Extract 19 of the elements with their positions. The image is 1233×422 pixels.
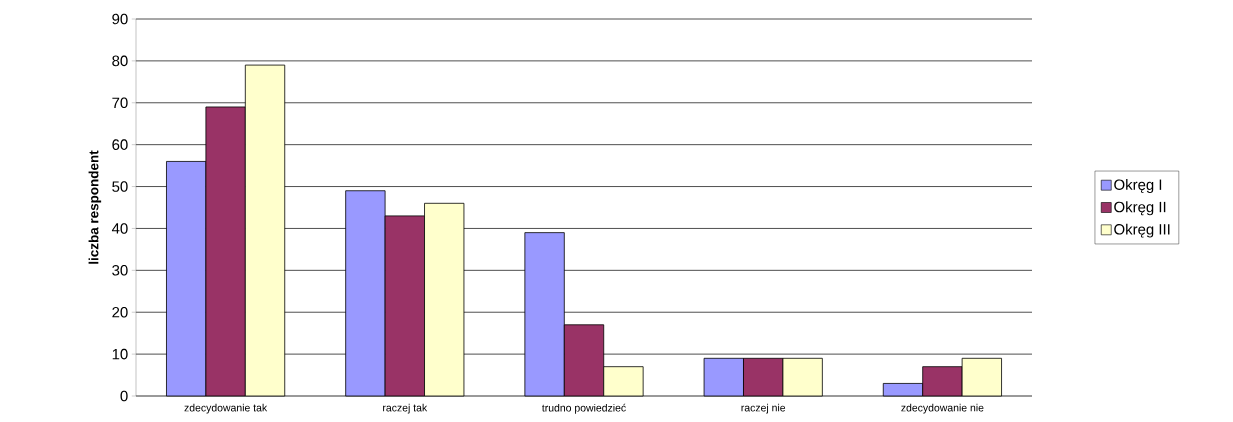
y-tick-label: 10 xyxy=(112,348,128,360)
y-tick-label: 70 xyxy=(112,97,128,109)
x-tick-label: raczej nie xyxy=(741,403,786,414)
y-tick-label: 0 xyxy=(120,390,128,402)
y-tick-label: 40 xyxy=(111,223,128,234)
y-tick-label: 30 xyxy=(112,265,128,276)
legend-label: Okręg III xyxy=(1114,223,1170,238)
x-tick-label: zdecydowanie tak xyxy=(184,403,268,414)
y-tick-label: 90 xyxy=(112,13,128,25)
x-tick-label: zdecydowanie nie xyxy=(901,403,984,414)
x-tick-label: raczej tak xyxy=(383,403,428,414)
y-tick-label: 80 xyxy=(112,55,128,67)
legend-label: Okręg I xyxy=(1114,179,1162,193)
y-tick-label: 20 xyxy=(112,306,128,318)
legend-label: Okręg II xyxy=(1114,201,1166,216)
y-tick-label: 60 xyxy=(112,139,128,150)
y-axis-title: liczba respondent xyxy=(88,150,102,264)
y-tick-label: 50 xyxy=(112,181,128,192)
x-tick-label: trudno powiedzieć xyxy=(542,403,626,414)
